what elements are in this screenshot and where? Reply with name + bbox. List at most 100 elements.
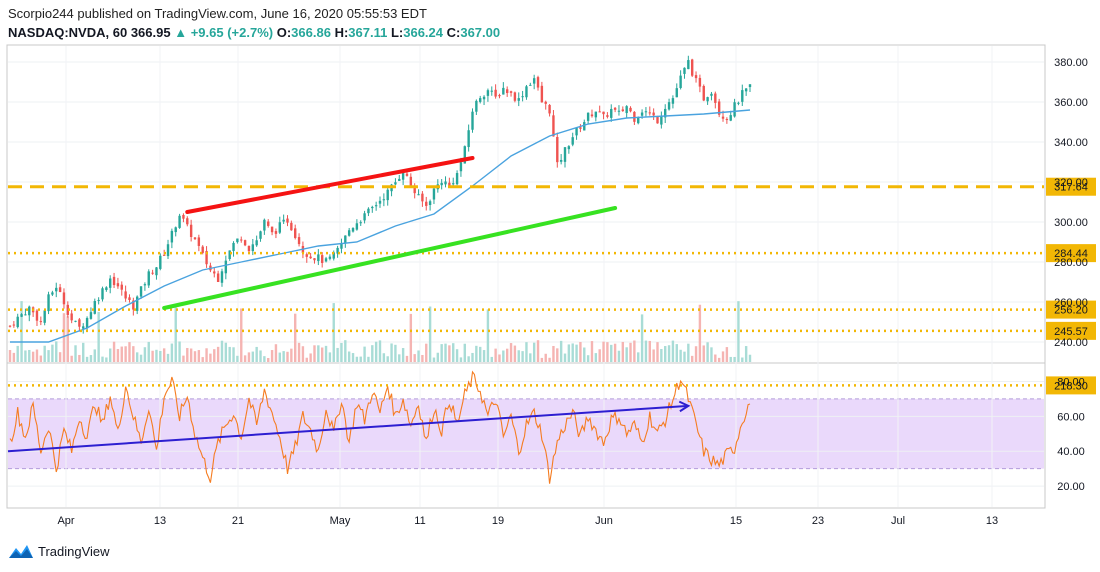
candle-body xyxy=(625,106,628,114)
volume-bar xyxy=(401,348,405,362)
time-tick-label: 11 xyxy=(414,515,425,527)
candle-body xyxy=(128,297,131,300)
candle-body xyxy=(324,258,328,262)
candle-body xyxy=(617,110,621,112)
volume-bar xyxy=(637,352,640,362)
volume-bar xyxy=(374,341,378,362)
candle-body xyxy=(556,136,559,163)
price-tick-label: 260.00 xyxy=(1054,297,1088,309)
trend-lines xyxy=(162,156,618,310)
support-trendline xyxy=(162,206,618,310)
volume-bar xyxy=(251,351,255,362)
candle-body xyxy=(101,288,104,300)
candle-body xyxy=(143,284,147,286)
candle-body xyxy=(8,325,12,327)
volume-bar xyxy=(43,345,46,362)
level-label: 317.64 xyxy=(1054,182,1088,194)
candle-body xyxy=(710,93,713,96)
volume-bar xyxy=(224,342,228,362)
volume-bar xyxy=(575,344,578,362)
candle-body xyxy=(683,67,686,74)
candle-body xyxy=(486,90,490,96)
candle-body xyxy=(644,111,648,113)
candle-body xyxy=(74,320,77,322)
candle-body xyxy=(502,87,505,95)
volume-bar xyxy=(644,340,648,362)
candle-body xyxy=(741,90,744,102)
volume-bar xyxy=(294,313,297,362)
volume-bar xyxy=(367,356,370,362)
close-label: C: xyxy=(446,25,461,40)
volume-bar xyxy=(471,352,474,362)
candle-body xyxy=(482,96,486,100)
volume-bar xyxy=(664,346,667,362)
candle-body xyxy=(583,122,586,131)
candle-body xyxy=(305,254,308,257)
volume-bar xyxy=(509,343,513,362)
volume-bar xyxy=(610,344,613,362)
candle-body xyxy=(259,231,262,239)
volume-bar xyxy=(448,345,451,362)
candle-body xyxy=(425,201,428,206)
level-label-box xyxy=(1046,300,1096,319)
candle-body xyxy=(394,182,397,185)
volume-bar xyxy=(58,352,62,362)
price-tick-label: 300.00 xyxy=(1054,217,1088,229)
candle-body xyxy=(521,96,524,98)
volume-bar xyxy=(344,340,347,362)
volume-bar xyxy=(455,349,459,362)
volume-bar xyxy=(428,306,432,362)
volume-bar xyxy=(690,355,694,362)
volume-bar xyxy=(135,352,139,362)
candle-body xyxy=(170,230,174,243)
volume-bar xyxy=(317,345,320,362)
last-price: 366.95 xyxy=(130,25,171,40)
candle-body xyxy=(58,287,62,293)
volume-bar xyxy=(694,346,698,362)
volume-bar xyxy=(62,313,66,362)
rsi-tick-label: 40.00 xyxy=(1057,446,1085,458)
candle-body xyxy=(490,90,493,92)
level-label: 284.44 xyxy=(1054,248,1088,260)
candle-body xyxy=(440,182,443,186)
volume-bar xyxy=(744,346,748,362)
candle-body xyxy=(417,194,420,196)
candle-body xyxy=(694,75,698,79)
volume-bar xyxy=(216,346,220,362)
candle-body xyxy=(671,98,675,104)
volume-bar xyxy=(28,349,31,362)
volume-bar xyxy=(228,346,231,362)
volume-bar xyxy=(683,351,686,362)
volume-bar xyxy=(143,347,147,362)
candle-body xyxy=(467,130,470,148)
volume-bar xyxy=(328,352,332,362)
candle-body xyxy=(267,221,270,226)
candle-body xyxy=(178,215,181,228)
candle-body xyxy=(656,116,659,124)
symbol-label: NASDAQ:NVDA, 60 xyxy=(8,25,128,40)
rsi-trendline-arrowhead xyxy=(678,400,691,413)
volume-bar xyxy=(621,341,625,362)
candle-body xyxy=(193,237,197,240)
open-value: 366.86 xyxy=(291,25,331,40)
volume-bar xyxy=(556,348,559,362)
candle-body xyxy=(66,304,70,315)
volume-bar xyxy=(378,340,382,362)
candle-body xyxy=(725,119,729,121)
candle-body xyxy=(552,115,555,137)
candle-body xyxy=(216,273,220,282)
candle-body xyxy=(255,240,258,246)
volume-bar xyxy=(120,346,123,362)
volume-bar xyxy=(532,342,536,362)
candle-body xyxy=(378,200,382,204)
volume-bar xyxy=(178,341,181,362)
chart-header: Scorpio244 published on TradingView.com,… xyxy=(8,4,500,42)
rsi-line xyxy=(9,370,751,484)
volume-bar xyxy=(166,353,170,362)
candle-body xyxy=(548,104,551,114)
volume-bar xyxy=(236,355,239,362)
candle-body xyxy=(532,78,536,84)
candle-body xyxy=(563,147,567,162)
candle-body xyxy=(201,246,204,253)
